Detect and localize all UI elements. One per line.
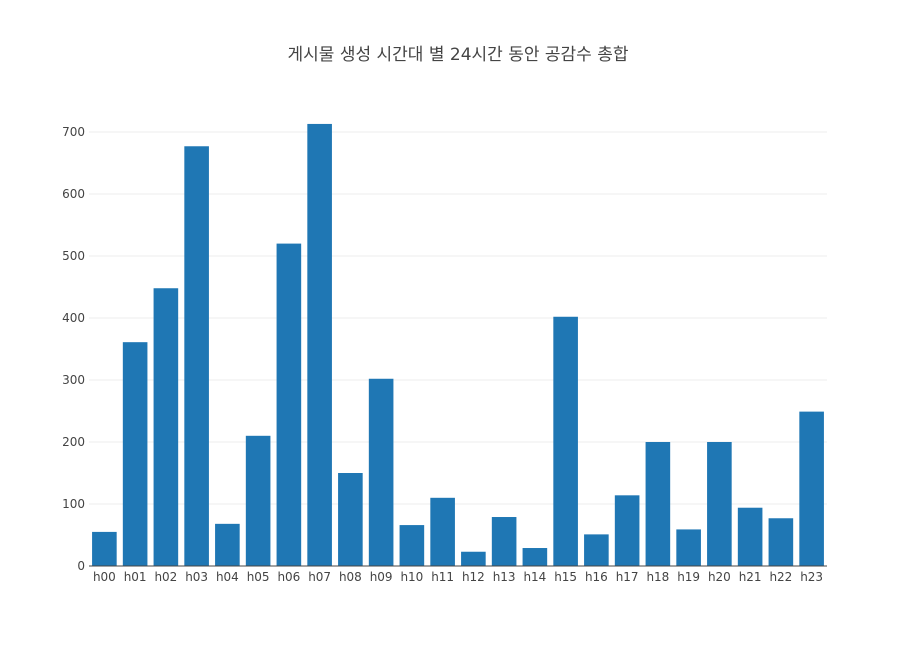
x-tick-label-h21: h21 — [739, 570, 762, 584]
bar-h15 — [553, 316, 578, 566]
bar-h13 — [491, 517, 517, 566]
bar-h03 — [184, 146, 209, 566]
bar-h22 — [768, 518, 794, 566]
x-tick-label-h17: h17 — [616, 570, 639, 584]
bar-h19 — [676, 529, 701, 566]
bar-h02 — [153, 288, 179, 566]
gridlines — [89, 131, 827, 505]
bar-h09 — [368, 378, 394, 566]
x-tick-label-h03: h03 — [185, 570, 208, 584]
y-tick-label-100: 100 — [62, 497, 85, 511]
bar-h16 — [584, 534, 609, 566]
y-tick-label-300: 300 — [62, 373, 85, 387]
y-tick-label-0: 0 — [77, 559, 85, 573]
x-tick-label-h05: h05 — [247, 570, 270, 584]
bar-h21 — [737, 507, 763, 566]
bar-h12 — [461, 551, 486, 566]
x-tick-label-h20: h20 — [708, 570, 731, 584]
x-tick-label-h16: h16 — [585, 570, 608, 584]
bar-h23 — [799, 411, 824, 566]
x-tick-label-h07: h07 — [308, 570, 331, 584]
x-tick-label-h09: h09 — [370, 570, 393, 584]
bar-h07 — [307, 123, 332, 566]
x-tick-label-h12: h12 — [462, 570, 485, 584]
x-tick-label-h11: h11 — [431, 570, 454, 584]
bar-h11 — [430, 497, 455, 566]
x-tick-label-h00: h00 — [93, 570, 116, 584]
bar-h05 — [245, 435, 271, 566]
axes: 0 100 200 300 400 500 600 700 h00 h01 h02 h03 h04 h05… — [62, 125, 827, 584]
bars — [92, 123, 824, 566]
x-tick-label-h06: h06 — [277, 570, 300, 584]
x-tick-label-h04: h04 — [216, 570, 239, 584]
x-tick-label-h08: h08 — [339, 570, 362, 584]
y-tick-label-200: 200 — [62, 435, 85, 449]
y-tick-label-700: 700 — [62, 125, 85, 139]
bar-h10 — [399, 525, 425, 566]
x-tick-label-h14: h14 — [523, 570, 546, 584]
chart-title: 게시물 생성 시간대 별 24시간 동안 공감수 총합 — [287, 45, 629, 65]
bar-h00 — [92, 531, 117, 566]
x-tick-label-h23: h23 — [800, 570, 823, 584]
x-tick-label-h19: h19 — [677, 570, 700, 584]
x-tick-label-h10: h10 — [400, 570, 423, 584]
x-tick-label-h02: h02 — [154, 570, 177, 584]
bar-h01 — [122, 342, 148, 566]
x-tick-label-h13: h13 — [493, 570, 516, 584]
y-tick-label-500: 500 — [62, 249, 85, 263]
bar-h14 — [522, 548, 548, 566]
bar-h04 — [215, 523, 240, 566]
x-tick-label-h01: h01 — [124, 570, 147, 584]
bar-h18 — [645, 442, 671, 566]
bar-h20 — [707, 442, 732, 566]
x-tick-label-h22: h22 — [769, 570, 792, 584]
bar-h17 — [614, 495, 640, 566]
x-tick-label-h18: h18 — [646, 570, 669, 584]
y-tick-label-400: 400 — [62, 311, 85, 325]
bar-h08 — [338, 473, 363, 566]
bar-h06 — [276, 243, 302, 566]
x-tick-label-h15: h15 — [554, 570, 577, 584]
y-tick-label-600: 600 — [62, 187, 85, 201]
